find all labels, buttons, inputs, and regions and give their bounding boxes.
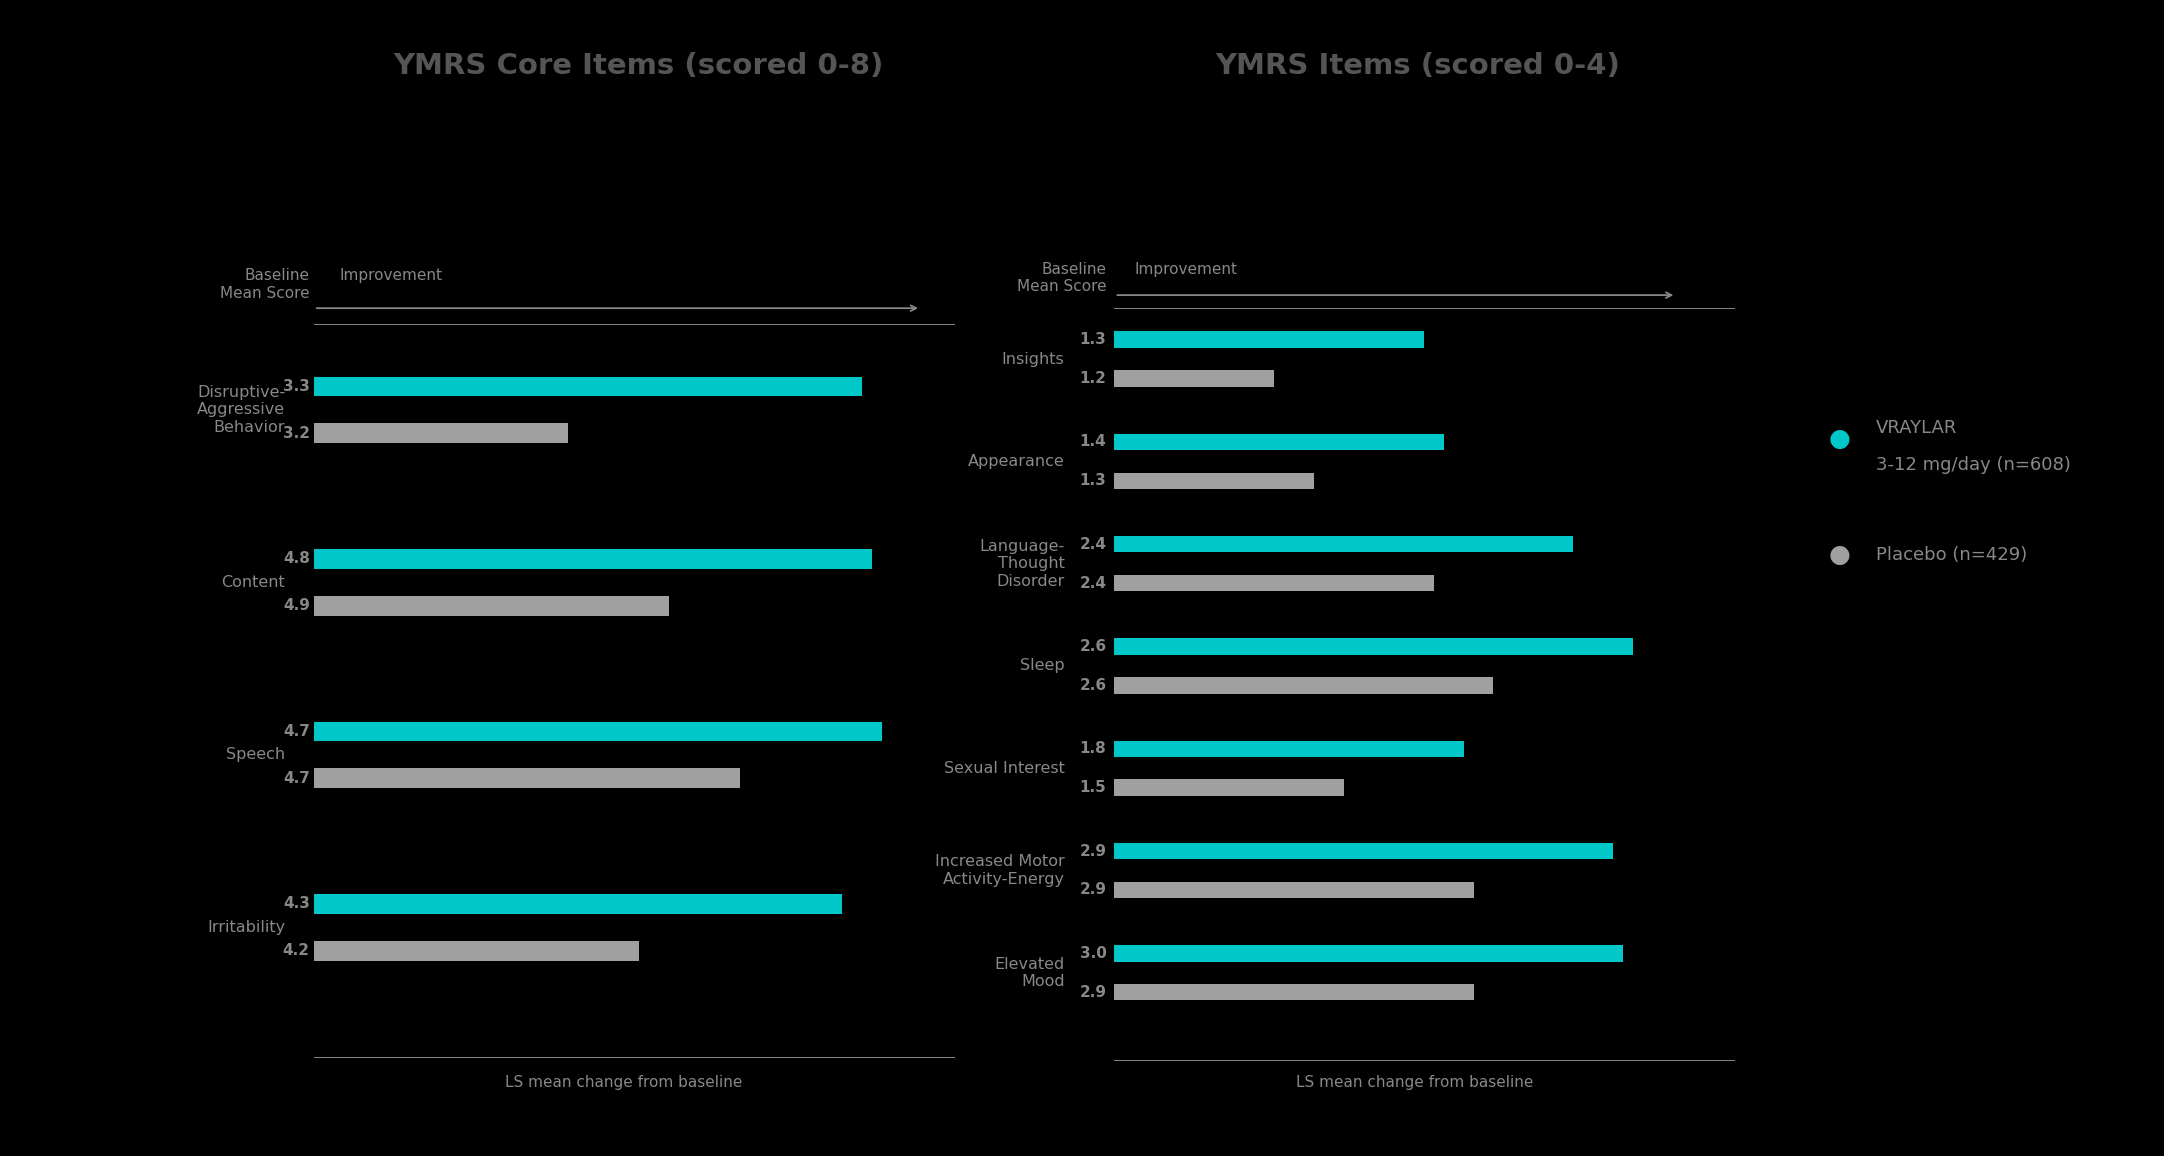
Text: 4.7: 4.7 [283, 724, 309, 739]
Text: Language-
Thought
Disorder: Language- Thought Disorder [980, 539, 1065, 588]
Text: Placebo (n=429): Placebo (n=429) [1876, 546, 2028, 564]
Text: Improvement: Improvement [1134, 262, 1238, 277]
Text: 3.2: 3.2 [283, 425, 309, 440]
Text: Insights: Insights [1002, 351, 1065, 366]
Bar [1114, 434, 1443, 450]
Text: 1.3: 1.3 [1080, 473, 1106, 488]
Bar [1114, 882, 1474, 898]
Text: Appearance: Appearance [967, 454, 1065, 469]
Text: ●: ● [1829, 428, 1850, 451]
Bar [314, 595, 669, 615]
Text: LS mean change from baseline: LS mean change from baseline [506, 1075, 742, 1090]
Bar [1114, 984, 1474, 1000]
Text: Content: Content [221, 575, 286, 590]
Text: 1.4: 1.4 [1080, 435, 1106, 450]
Text: 3.3: 3.3 [283, 379, 309, 394]
Bar [1114, 779, 1344, 795]
Text: Increased Motor
Activity-Energy: Increased Motor Activity-Energy [935, 854, 1065, 887]
Text: 4.2: 4.2 [283, 943, 309, 958]
Text: 4.7: 4.7 [283, 771, 309, 786]
Text: Sexual Interest: Sexual Interest [944, 761, 1065, 776]
Text: 2.6: 2.6 [1080, 639, 1106, 654]
Text: LS mean change from baseline: LS mean change from baseline [1296, 1075, 1532, 1090]
Text: 3.0: 3.0 [1080, 946, 1106, 961]
Text: 4.9: 4.9 [283, 598, 309, 613]
Text: 1.3: 1.3 [1080, 332, 1106, 347]
Text: Irritability: Irritability [208, 920, 286, 935]
Text: YMRS Items (scored 0-4): YMRS Items (scored 0-4) [1214, 52, 1621, 80]
Bar [1114, 575, 1435, 591]
Text: YMRS Core Items (scored 0-8): YMRS Core Items (scored 0-8) [394, 52, 883, 80]
Text: 2.9: 2.9 [1080, 882, 1106, 897]
Bar [314, 769, 740, 788]
Text: 2.4: 2.4 [1080, 576, 1106, 591]
Bar [314, 941, 638, 961]
Text: Elevated
Mood: Elevated Mood [993, 957, 1065, 990]
Bar [314, 894, 842, 913]
Text: 1.5: 1.5 [1080, 780, 1106, 795]
Text: 4.3: 4.3 [283, 896, 309, 911]
Bar [314, 377, 861, 397]
Text: Speech: Speech [227, 747, 286, 762]
Text: 2.4: 2.4 [1080, 536, 1106, 551]
Text: 2.9: 2.9 [1080, 844, 1106, 859]
Text: 1.2: 1.2 [1080, 371, 1106, 386]
Bar [1114, 677, 1493, 694]
Bar [314, 423, 567, 443]
Bar [1114, 473, 1314, 489]
Bar [1114, 638, 1634, 654]
Text: 2.9: 2.9 [1080, 985, 1106, 1000]
Text: Sleep: Sleep [1019, 659, 1065, 674]
Text: ●: ● [1829, 543, 1850, 566]
Text: Improvement: Improvement [340, 268, 441, 283]
Bar [1114, 370, 1275, 386]
Text: Baseline
Mean Score: Baseline Mean Score [1017, 262, 1106, 295]
Text: VRAYLAR: VRAYLAR [1876, 418, 1958, 437]
Bar [314, 721, 883, 741]
Bar [1114, 332, 1424, 348]
Bar [1114, 843, 1612, 859]
Text: 1.8: 1.8 [1080, 741, 1106, 756]
Bar [1114, 946, 1623, 962]
Text: 2.6: 2.6 [1080, 677, 1106, 692]
Text: Disruptive-
Aggressive
Behavior: Disruptive- Aggressive Behavior [197, 385, 286, 435]
Text: 3-12 mg/day (n=608): 3-12 mg/day (n=608) [1876, 455, 2071, 474]
Bar [1114, 536, 1573, 553]
Text: 4.8: 4.8 [283, 551, 309, 566]
Bar [314, 549, 872, 569]
Bar [1114, 741, 1463, 757]
Text: Baseline
Mean Score: Baseline Mean Score [221, 268, 309, 301]
